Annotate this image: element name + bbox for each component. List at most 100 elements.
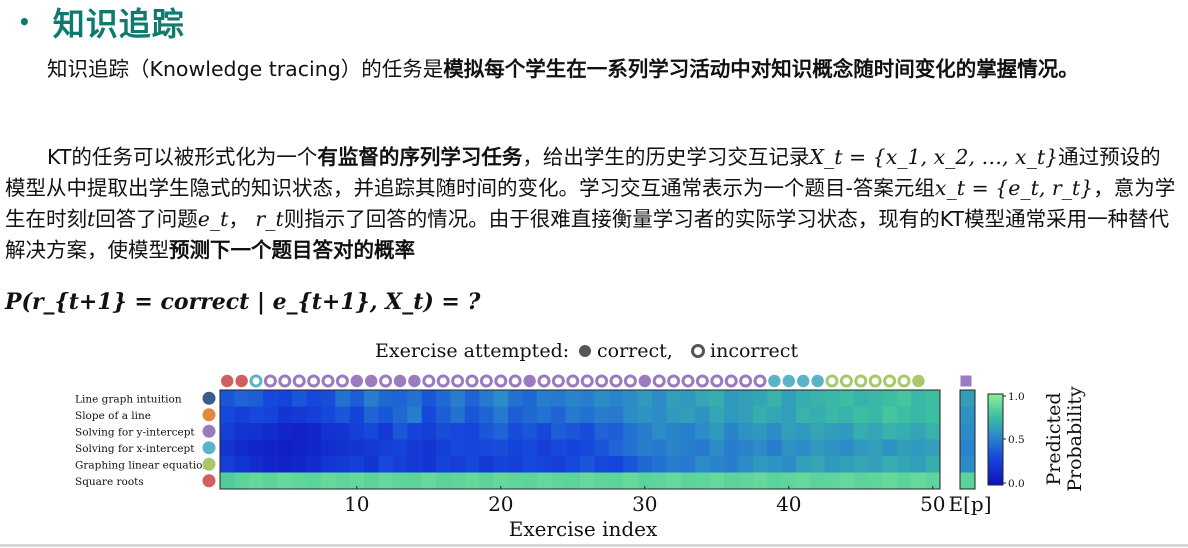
legend-incorrect-label: incorrect — [710, 340, 798, 362]
heatmap-cell — [421, 390, 437, 407]
bottom-divider — [0, 544, 1188, 547]
heatmap-cell — [752, 423, 768, 440]
heatmap-cell — [436, 472, 451, 490]
exercise-marker-correct — [638, 374, 651, 388]
heatmap-cell — [234, 472, 250, 490]
heatmap-cell — [695, 406, 710, 424]
heatmap-cell — [349, 456, 365, 473]
heatmap-cell — [925, 456, 941, 473]
heatmap-cell — [796, 472, 811, 490]
heatmap-cell — [292, 456, 307, 473]
heatmap-cell — [292, 423, 307, 440]
heatmap-cell — [637, 472, 653, 490]
row-label: Line graph intuition — [75, 393, 182, 405]
heatmap-cell — [810, 423, 826, 440]
heatmap-cell — [565, 456, 581, 473]
heatmap-cell — [925, 423, 941, 440]
heatmap-cell — [896, 456, 912, 473]
colorbar-label-line: Predicted — [1043, 392, 1065, 485]
heatmap-cell — [911, 439, 926, 457]
exercise-marker-incorrect — [739, 374, 753, 388]
heatmap-cell — [781, 472, 797, 490]
heatmap-cell — [392, 423, 408, 440]
heatmap-cell — [695, 456, 710, 473]
heatmap-cell — [781, 439, 797, 457]
heatmap-cell — [551, 423, 566, 440]
heatmap-cell — [220, 456, 235, 473]
heatmap-cell — [752, 439, 768, 457]
heatmap-cell — [320, 439, 336, 457]
heatmap-cell — [565, 423, 581, 440]
para2-math3: t — [87, 207, 96, 231]
row-label: Graphing linear equations — [75, 459, 215, 471]
heatmap-cell — [277, 423, 293, 440]
heatmap-cell — [378, 439, 394, 457]
heatmap-cell — [680, 406, 696, 424]
heatmap-cell — [220, 423, 235, 440]
heatmap-cell — [522, 439, 538, 457]
heatmap-cell — [522, 472, 538, 490]
exercise-marker-incorrect — [436, 374, 450, 388]
heatmap-cell — [407, 456, 422, 473]
para2-math4: e_t — [197, 207, 229, 231]
heatmap-cell — [709, 472, 725, 490]
heatmap-cell — [335, 439, 350, 457]
heatmap-cell — [320, 406, 336, 424]
heatmap-cell — [580, 472, 595, 490]
exercise-marker-incorrect — [321, 374, 335, 388]
row-color-dot — [202, 424, 216, 438]
heatmap-cell — [796, 456, 811, 473]
para2-math2: x_t = {e_t, r_t} — [934, 176, 1094, 200]
exercise-marker-incorrect — [695, 374, 709, 388]
heatmap-cell — [392, 472, 408, 490]
heatmap-cell — [796, 406, 811, 424]
heatmap-cell — [436, 439, 451, 457]
exercise-marker-correct — [768, 374, 781, 388]
heatmap-cell — [911, 406, 926, 424]
heatmap-cell — [680, 390, 696, 407]
para2-p2: ，给出学生的历史学习交互记录 — [522, 145, 810, 169]
exercise-marker-correct — [408, 374, 421, 388]
ep-cell — [960, 390, 975, 407]
ep-cell — [960, 439, 975, 457]
heatmap-cell — [637, 439, 653, 457]
heatmap-cell — [623, 406, 638, 424]
heatmap-cell — [623, 439, 638, 457]
heatmap-cell — [796, 439, 811, 457]
heatmap-cell — [738, 472, 754, 490]
exercise-marker-correct — [235, 374, 248, 388]
heatmap-cell — [335, 406, 350, 424]
heatmap-cell — [695, 390, 710, 407]
legend-incorrect-icon — [691, 344, 705, 358]
heatmap-cell — [896, 472, 912, 490]
para2-p7: 则指示了回答的情况。由于很难直接衡量学习者的实际学习状态，现有的KT模型通常采用… — [5, 207, 1170, 262]
heatmap-cell — [436, 406, 451, 424]
heatmap-cell — [810, 472, 826, 490]
heatmap-cell — [882, 472, 898, 490]
heatmap-cell — [349, 472, 365, 490]
x-tick-label: 40 — [776, 492, 801, 516]
exercise-marker-incorrect — [335, 374, 349, 388]
heatmap-cell — [464, 472, 480, 490]
heatmap-cell — [896, 390, 912, 407]
heatmap-cell — [608, 456, 624, 473]
heatmap-cell — [882, 406, 898, 424]
heatmap-cell — [882, 423, 898, 440]
heatmap-cell — [839, 456, 854, 473]
exercise-marker-incorrect — [580, 374, 594, 388]
heatmap-cell — [580, 423, 595, 440]
ep-cell — [960, 472, 975, 490]
heatmap-cell — [263, 406, 278, 424]
exercise-marker-incorrect — [451, 374, 465, 388]
exercise-marker-incorrect — [724, 374, 738, 388]
heatmap-cell — [364, 406, 379, 424]
heatmap-cell — [320, 423, 336, 440]
heatmap-cell — [767, 456, 782, 473]
heatmap-cell — [666, 406, 682, 424]
heatmap-cell — [666, 472, 682, 490]
heatmap-cell — [810, 456, 826, 473]
heatmap-cell — [407, 472, 422, 490]
heatmap-cells — [219, 389, 941, 490]
exercise-marker-incorrect — [667, 374, 681, 388]
exercise-marker-incorrect — [652, 374, 666, 388]
